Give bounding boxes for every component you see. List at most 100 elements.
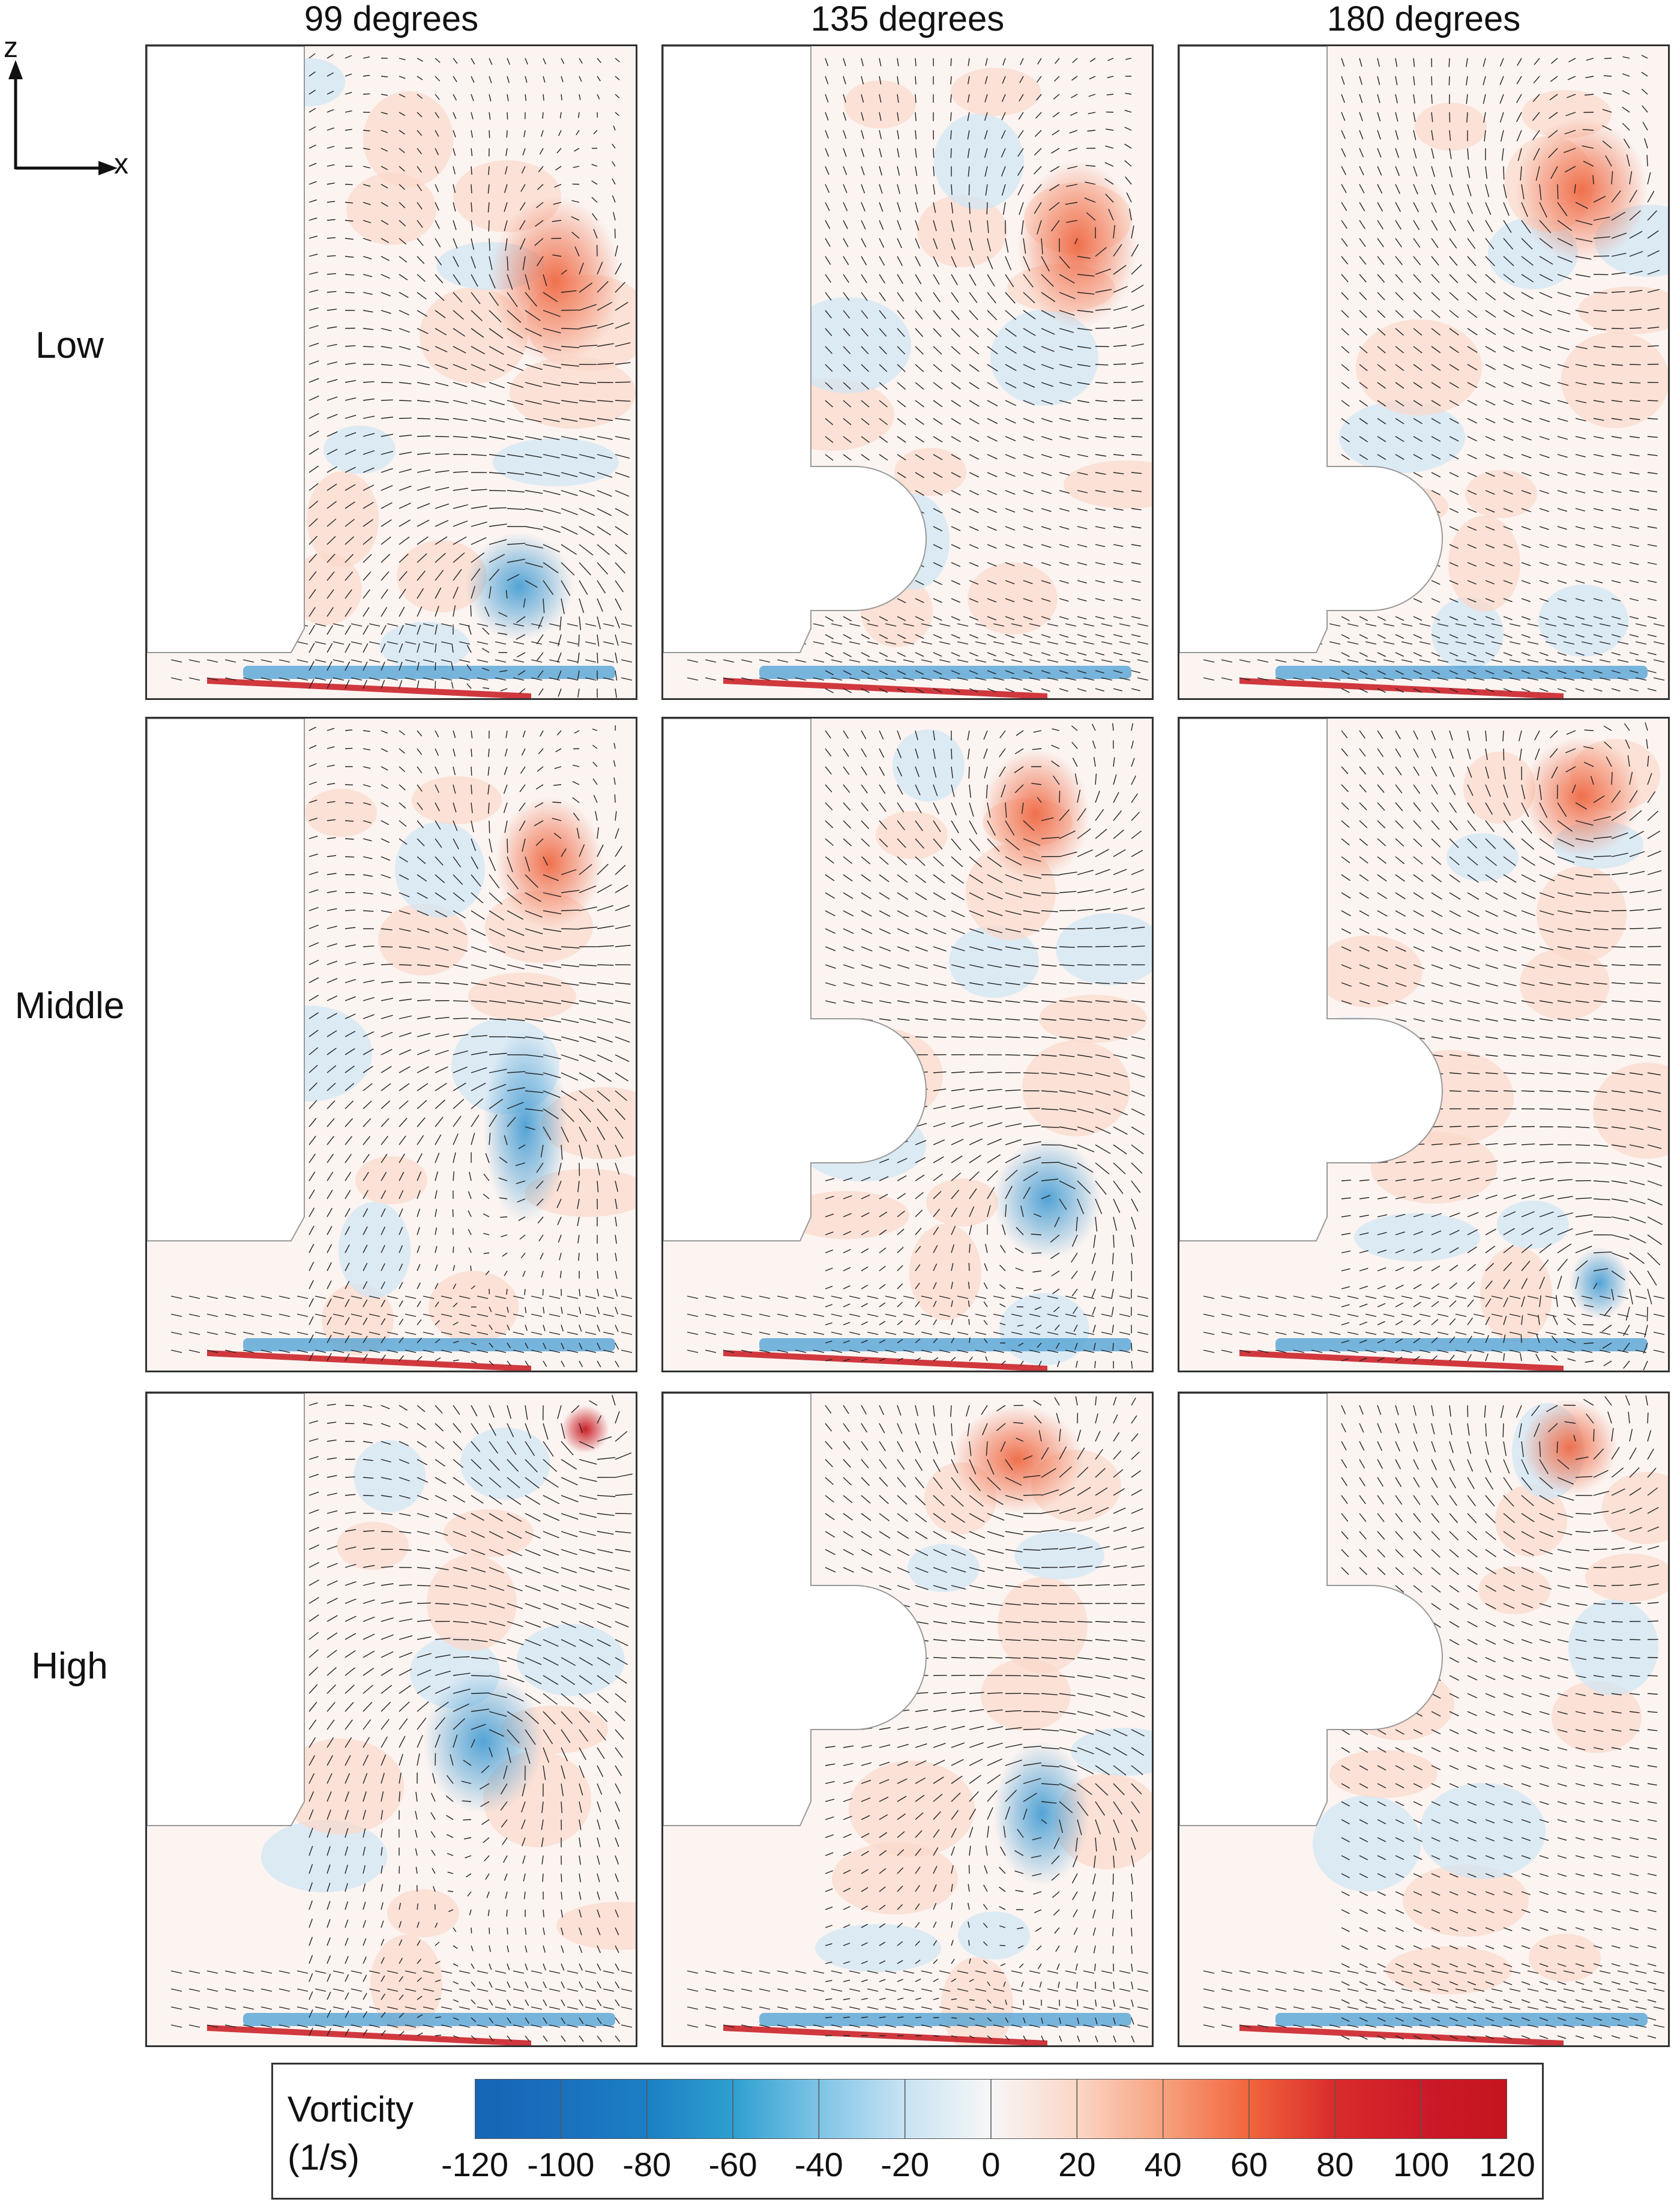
velocity-arrow	[466, 683, 472, 689]
velocity-arrow	[1131, 304, 1145, 311]
velocity-arrow	[1131, 362, 1144, 365]
velocity-arrow	[984, 148, 988, 158]
velocity-arrow	[1359, 94, 1363, 103]
velocity-arrow	[345, 501, 355, 509]
velocity-arrow	[897, 364, 906, 372]
velocity-arrow	[1203, 1314, 1215, 1317]
velocity-arrow	[1005, 928, 1022, 933]
velocity-arrow	[487, 784, 490, 795]
velocity-arrow	[597, 58, 601, 64]
velocity-arrow	[489, 1114, 498, 1127]
velocity-arrow	[327, 1684, 336, 1694]
velocity-arrow	[531, 1314, 543, 1317]
velocity-arrow	[879, 634, 888, 639]
velocity-arrow	[897, 310, 905, 319]
velocity-arrow	[327, 361, 338, 365]
velocity-arrow	[1467, 562, 1477, 567]
velocity-arrow	[345, 1317, 350, 1326]
velocity-arrow	[915, 580, 924, 585]
velocity-arrow	[453, 418, 468, 421]
velocity-arrow	[861, 910, 872, 917]
velocity-arrow	[1359, 1303, 1368, 1308]
velocity-arrow	[489, 490, 506, 492]
velocity-arrow	[1449, 892, 1461, 900]
velocity-arrow	[879, 454, 888, 461]
velocity-arrow	[543, 472, 561, 477]
velocity-arrow	[1131, 544, 1142, 547]
velocity-arrow	[327, 1280, 332, 1289]
velocity-arrow	[933, 1357, 939, 1362]
velocity-arrow	[435, 310, 446, 319]
velocity-arrow	[435, 820, 441, 830]
velocity-arrow	[499, 1197, 508, 1199]
velocity-arrow	[417, 1033, 430, 1037]
velocity-arrow	[453, 148, 456, 156]
velocity-arrow	[1593, 472, 1604, 475]
velocity-arrow	[597, 1270, 599, 1279]
velocity-arrow	[1377, 1321, 1385, 1326]
velocity-arrow	[471, 1567, 486, 1573]
velocity-arrow	[381, 1336, 386, 1344]
velocity-arrow	[933, 802, 939, 815]
velocity-arrow	[170, 1314, 182, 1317]
velocity-arrow	[951, 562, 961, 567]
velocity-arrow	[1395, 112, 1398, 122]
velocity-arrow	[327, 483, 337, 491]
velocity-arrow	[1535, 1354, 1540, 1362]
velocity-arrow	[1647, 580, 1657, 583]
velocity-arrow	[1431, 910, 1443, 917]
velocity-arrow	[1005, 874, 1023, 882]
velocity-arrow	[1521, 400, 1532, 405]
velocity-arrow	[423, 1332, 435, 1335]
velocity-arrow	[1413, 364, 1423, 371]
velocity-arrow	[1647, 289, 1660, 293]
vorticity-patch	[517, 1624, 625, 1696]
velocity-arrow	[1131, 1252, 1133, 1264]
velocity-arrow	[327, 1422, 337, 1424]
velocity-arrow	[505, 238, 508, 251]
velocity-arrow	[1131, 1234, 1134, 1247]
velocity-arrow	[1503, 382, 1514, 388]
velocity-arrow	[399, 238, 407, 245]
velocity-arrow	[1593, 196, 1606, 203]
velocity-arrow	[903, 1332, 915, 1335]
velocity-arrow	[861, 328, 869, 337]
velocity-arrow	[1341, 820, 1350, 828]
velocity-arrow	[1413, 94, 1415, 104]
velocity-arrow	[327, 554, 336, 563]
velocity-arrow	[552, 801, 562, 803]
velocity-arrow	[309, 89, 316, 95]
velocity-arrow	[399, 536, 410, 545]
velocity-arrow	[1341, 1304, 1350, 1308]
vorticity-patch	[337, 1522, 409, 1570]
velocity-arrow	[1395, 1018, 1407, 1022]
velocity-arrow	[967, 112, 970, 121]
velocity-arrow	[260, 1296, 272, 1299]
velocity-arrow	[1092, 1306, 1096, 1315]
velocity-arrow	[1377, 436, 1386, 442]
velocity-arrow	[535, 784, 544, 790]
velocity-arrow	[1059, 1108, 1077, 1112]
velocity-arrow	[1017, 130, 1024, 139]
velocity-arrow	[951, 238, 956, 250]
velocity-arrow	[933, 544, 943, 549]
velocity-arrow	[1593, 598, 1603, 602]
velocity-arrow	[1599, 1350, 1611, 1353]
velocity-arrow	[417, 588, 424, 599]
velocity-arrow	[1095, 1180, 1107, 1195]
velocity-arrow	[933, 292, 941, 303]
velocity-arrow	[885, 641, 897, 645]
velocity-arrow	[951, 1088, 965, 1091]
velocity-arrow	[951, 910, 965, 917]
velocity-arrow	[897, 1228, 905, 1235]
velocity-arrow	[1041, 544, 1052, 548]
velocity-arrow	[975, 1296, 987, 1299]
velocity-arrow	[381, 1049, 393, 1055]
velocity-arrow	[417, 606, 423, 617]
velocity-arrow	[1527, 1296, 1539, 1299]
velocity-arrow	[861, 1303, 868, 1308]
velocity-arrow	[687, 1350, 699, 1353]
velocity-arrow	[1377, 964, 1388, 970]
velocity-arrow	[1611, 562, 1621, 566]
velocity-arrow	[1131, 285, 1144, 293]
